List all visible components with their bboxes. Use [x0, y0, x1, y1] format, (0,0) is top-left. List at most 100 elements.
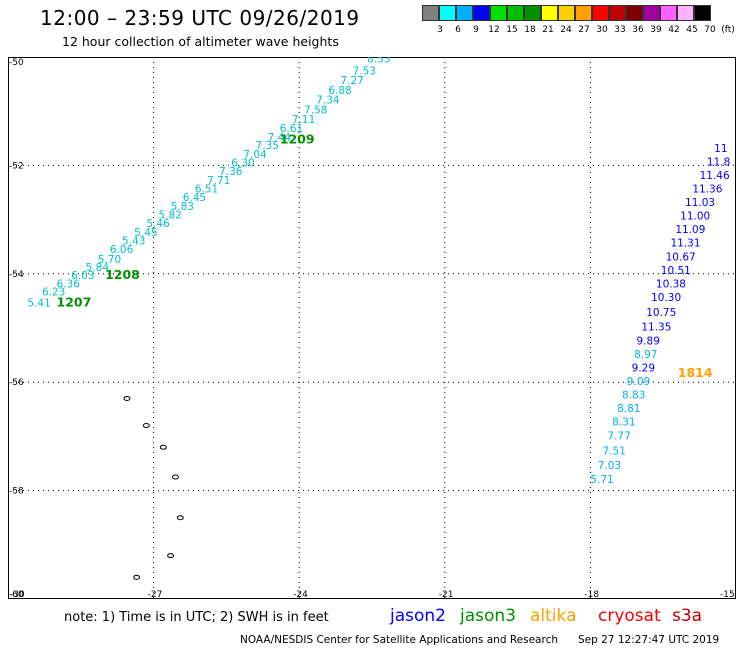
- wave-height-value: 6.88: [328, 85, 351, 97]
- pass-time-label: 1814: [678, 365, 713, 380]
- scale-label: 3: [437, 25, 443, 35]
- y-tick-label: -52: [9, 161, 24, 171]
- wave-height-value: 5.71: [590, 474, 613, 486]
- wave-height-value: 11.31: [670, 238, 700, 250]
- wave-height-value: 10.30: [651, 292, 681, 304]
- color-scale-labels: 3 6 9 12 15 18 21 24 27 30 33 36 39 42 45 70 (ft): [422, 25, 735, 37]
- island-outline: [171, 474, 179, 480]
- scale-label: 6: [455, 25, 461, 35]
- wave-height-value: 6.23: [42, 286, 65, 298]
- scale-swatch: [626, 5, 643, 21]
- scale-label: 33: [614, 25, 626, 35]
- y-tick-label: -60: [9, 590, 24, 599]
- wave-height-value: 8.97: [634, 349, 657, 361]
- island-outline: [167, 553, 175, 559]
- map-subtitle: 12 hour collection of altimeter wave hei…: [62, 34, 339, 49]
- wave-height-value: 7.35: [256, 140, 279, 152]
- x-tick-label: -27: [148, 590, 163, 599]
- footer-note: note: 1) Time is in UTC; 2) SWH is in fe…: [64, 610, 329, 625]
- scale-swatch: [677, 5, 694, 21]
- scale-swatch: [592, 5, 609, 21]
- scale-swatch: [643, 5, 660, 21]
- wave-height-value: 11.03: [685, 197, 715, 209]
- pass-time-label: 1208: [105, 267, 140, 282]
- x-tick-label: -24: [293, 590, 308, 599]
- scale-swatch: [422, 5, 439, 21]
- wave-height-value: 10.38: [656, 278, 686, 290]
- footer-credit: NOAA/NESDIS Center for Satellite Applica…: [240, 634, 558, 646]
- scale-swatch: [575, 5, 592, 21]
- wave-height-value: 7.04: [243, 149, 267, 161]
- wave-height-value: 9.29: [632, 362, 655, 374]
- wave-height-value: 5.45: [134, 227, 157, 239]
- wave-height-value: 9.89: [637, 335, 660, 347]
- wave-height-value: 5.83: [171, 201, 194, 213]
- scale-swatch: [609, 5, 626, 21]
- color-scale-swatches: [422, 5, 728, 21]
- y-tick-label: -56: [9, 378, 24, 388]
- wave-height-value: 11.36: [692, 184, 722, 196]
- scale-label: 18: [524, 25, 536, 35]
- legend-entry: jason2: [390, 606, 446, 626]
- scale-label: 30: [596, 25, 608, 35]
- scale-label: 12: [488, 25, 500, 35]
- scale-swatch: [439, 5, 456, 21]
- wave-height-value: 6.45: [183, 192, 206, 204]
- wave-height-value: 10.67: [666, 251, 696, 263]
- wave-height-value: 6.61: [280, 123, 303, 135]
- wave-height-value: 10.75: [646, 307, 676, 319]
- scale-swatch: [473, 5, 490, 21]
- scale-label: 39: [650, 25, 662, 35]
- legend-entry: cryosat: [598, 606, 661, 626]
- scale-swatch: [507, 5, 524, 21]
- scale-label: 42: [668, 25, 680, 35]
- pass-time-label: 1207: [57, 294, 92, 309]
- legend-entry: s3a: [672, 606, 703, 626]
- footer-timestamp: Sep 27 12:27:47 UTC 2019: [578, 634, 720, 646]
- map-plot: -30 -27 -24 -21 -18 -15 -50 -52 -54 -56 -58 -60 5.41…: [7, 53, 737, 600]
- x-tick-label: -30: [10, 590, 25, 599]
- wave-height-value: 11.46: [700, 170, 730, 182]
- legend-entry: altika: [530, 606, 577, 626]
- legend-entry: jason3: [460, 606, 516, 626]
- wave-height-value: 6.03: [71, 270, 94, 282]
- scale-label: 45: [686, 25, 698, 35]
- wave-height-value: 7.71: [207, 175, 230, 187]
- wave-height-value: 7.44: [268, 132, 292, 144]
- wave-height-value: 5.46: [146, 218, 170, 230]
- scale-label: 36: [632, 25, 644, 35]
- color-scale-legend: 3 6 9 12 15 18 21 24 27 30 33 36 39 42 45 70 (ft): [422, 5, 735, 37]
- island-outline: [176, 515, 184, 521]
- wave-height-value: 5.70: [98, 254, 121, 266]
- wave-height-value: 8.81: [617, 403, 640, 415]
- wave-height-value: 11.09: [675, 224, 705, 236]
- scale-label: 70: [704, 25, 716, 35]
- wave-height-value: 8.83: [622, 389, 645, 401]
- wave-height-value: 7.51: [603, 445, 626, 457]
- island-outline: [123, 395, 131, 401]
- wave-height-value: 7.34: [316, 95, 340, 107]
- scale-label: 9: [473, 25, 479, 35]
- scale-swatch: [456, 5, 473, 21]
- x-tick-label: -18: [584, 590, 599, 599]
- pass-time-label: 1209: [280, 132, 315, 147]
- island-outline: [142, 423, 150, 429]
- wave-height-value: 5.82: [158, 210, 181, 222]
- wave-height-value: 10.51: [661, 265, 691, 277]
- wave-height-value: 11: [714, 143, 727, 155]
- map-title: 12:00 – 23:59 UTC 09/26/2019: [40, 6, 360, 30]
- wave-height-value: 7.36: [219, 166, 243, 178]
- wave-height-value: 7.77: [607, 431, 630, 443]
- y-tick-label: -50: [9, 58, 24, 68]
- scale-label: 27: [578, 25, 590, 35]
- scale-swatch: [558, 5, 575, 21]
- scale-label: 24: [560, 25, 572, 35]
- wave-height-value: 5.41: [27, 297, 50, 309]
- scale-swatch: [694, 5, 711, 21]
- scale-label: 15: [506, 25, 518, 35]
- wave-height-value: 5.84: [86, 262, 110, 274]
- scale-label: (ft): [721, 25, 735, 35]
- wave-height-value: 7.11: [292, 114, 315, 126]
- wave-height-value: 11.35: [641, 322, 671, 334]
- y-tick-label: -58: [9, 487, 24, 497]
